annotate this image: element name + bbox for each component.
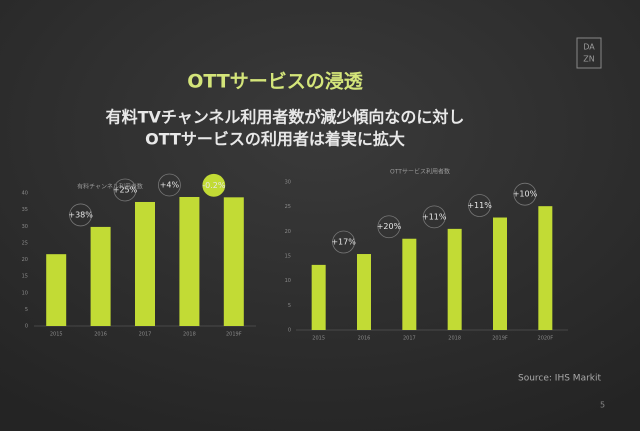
- growth-badge: [69, 203, 93, 227]
- x-tick-label: 2017: [403, 336, 416, 342]
- x-tick-label: 2015: [312, 336, 325, 342]
- x-tick-label: 2016: [94, 332, 107, 338]
- slide-title: OTTサービスの浸透: [187, 71, 364, 93]
- y-tick-label: 5: [288, 303, 291, 309]
- y-tick-label: 0: [288, 328, 291, 334]
- y-tick-label: 20: [285, 229, 291, 235]
- x-tick-label: 2020F: [538, 336, 554, 342]
- growth-label: +10%: [513, 190, 538, 199]
- source: Source: IHS Markit: [518, 374, 601, 384]
- bar: [135, 201, 155, 326]
- logo: ZN: [583, 55, 594, 64]
- y-tick-label: 0: [25, 324, 28, 330]
- slide-subtitle: 有料TVチャンネル利用者数が減少傾向なのに対し: [106, 108, 465, 127]
- y-tick-label: 30: [285, 180, 291, 186]
- growth-badge: [377, 215, 401, 239]
- growth-label: +11%: [422, 212, 447, 221]
- page-number: 5: [600, 401, 605, 410]
- growth-badge: [202, 173, 226, 197]
- slide-subtitle: OTTサービスの利用者は着実に拡大: [145, 130, 405, 149]
- x-tick-label: 2019F: [226, 332, 242, 338]
- y-tick-label: 40: [22, 191, 28, 197]
- growth-badge: [422, 205, 446, 229]
- bar: [447, 228, 462, 330]
- growth-label: +4%: [160, 180, 180, 189]
- bar: [90, 226, 111, 326]
- growth-label: +25%: [113, 185, 138, 194]
- growth-label: +11%: [467, 201, 492, 210]
- y-tick-label: 10: [22, 290, 28, 296]
- bar: [493, 217, 507, 330]
- growth-badge: [113, 178, 137, 202]
- y-tick-label: 10: [285, 278, 291, 284]
- growth-label: +20%: [377, 222, 402, 231]
- bar: [311, 264, 326, 330]
- bar: [179, 196, 200, 326]
- x-tick-label: 2018: [183, 332, 196, 338]
- growth-badge: [513, 182, 537, 206]
- y-tick-label: 25: [285, 204, 291, 210]
- y-tick-label: 20: [22, 257, 28, 263]
- bar: [223, 197, 244, 326]
- x-tick-label: 2019F: [492, 336, 508, 342]
- bar: [538, 206, 553, 330]
- x-tick-label: 2018: [448, 336, 461, 342]
- y-tick-label: 30: [22, 224, 28, 230]
- x-tick-label: 2016: [358, 336, 371, 342]
- bar: [357, 254, 371, 330]
- x-tick-label: 2015: [50, 332, 63, 338]
- growth-badge: [158, 173, 181, 197]
- y-tick-label: 35: [22, 207, 28, 213]
- growth-label: -0.2%: [202, 181, 226, 190]
- y-tick-label: 25: [22, 240, 28, 246]
- bar: [402, 238, 417, 330]
- chart-title: 有料チャンネル利用者数: [77, 183, 143, 191]
- growth-label: +17%: [331, 238, 356, 247]
- growth-label: +38%: [68, 210, 93, 219]
- y-tick-label: 5: [25, 307, 28, 313]
- y-tick-label: 15: [22, 274, 28, 280]
- growth-badge: [332, 230, 356, 254]
- logo-box: [576, 37, 602, 69]
- y-tick-label: 15: [285, 254, 291, 260]
- logo: DA: [583, 43, 595, 52]
- x-tick-label: 2017: [139, 332, 152, 338]
- bar: [46, 254, 67, 326]
- growth-badge: [468, 194, 492, 217]
- chart-title: OTTサービス利用者数: [390, 168, 450, 176]
